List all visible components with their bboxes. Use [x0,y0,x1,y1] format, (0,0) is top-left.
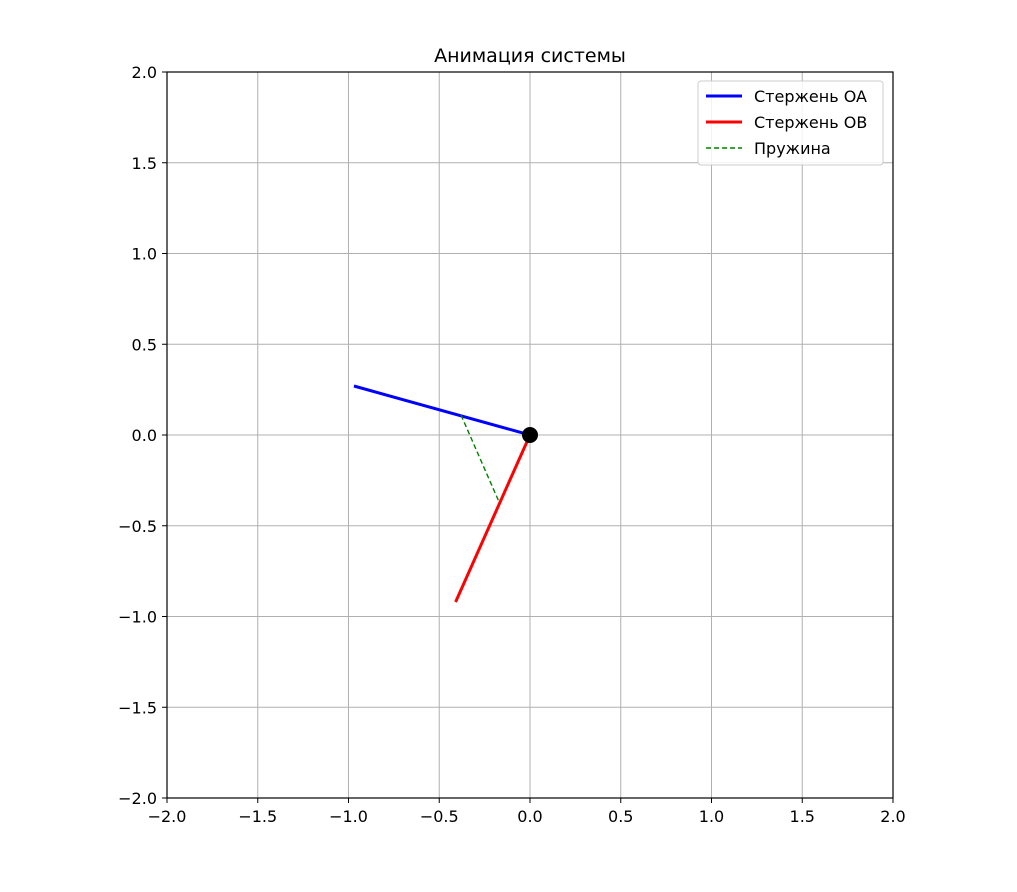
series-line-1 [454,434,532,603]
legend-label-2: Пружина [754,139,831,158]
y-tick-label-4: 0.0 [132,426,157,445]
x-tick-label-4: 0.0 [517,807,542,826]
y-tick-label-8: 2.0 [132,63,157,82]
x-tick-label-7: 1.5 [790,807,815,826]
x-tick-label-2: −1.0 [329,807,368,826]
y-tick-label-7: 1.5 [132,154,157,173]
series-layer [353,384,538,603]
y-tick-label-0: −2.0 [118,789,157,808]
x-tick-label-6: 1.0 [699,807,724,826]
x-tick-label-3: −0.5 [420,807,459,826]
legend: Стержень OA Стержень OB Пружина [697,80,884,166]
series-line-0 [353,384,531,437]
y-tick-label-5: 0.5 [132,335,157,354]
y-tick-label-3: −0.5 [118,517,157,536]
axes: −2.0 −1.5 −1.0 −0.5 0.0 0.5 1.0 1.5 2.0 −2.0 −1.5 −… [118,63,906,826]
y-tick-label-2: −1.0 [118,608,157,627]
chart-title: Анимация системы [434,45,626,67]
legend-label-0: Стержень OA [754,87,867,106]
pivot-point [522,427,538,443]
legend-box [697,80,884,166]
x-tick-label-1: −1.5 [238,807,277,826]
x-tick-label-5: 0.5 [608,807,633,826]
x-tick-label-0: −2.0 [148,807,187,826]
legend-label-1: Стержень OB [754,113,867,132]
x-tick-label-8: 2.0 [880,807,905,826]
y-tick-label-1: −1.5 [118,698,157,717]
y-tick-label-6: 1.0 [132,245,157,264]
